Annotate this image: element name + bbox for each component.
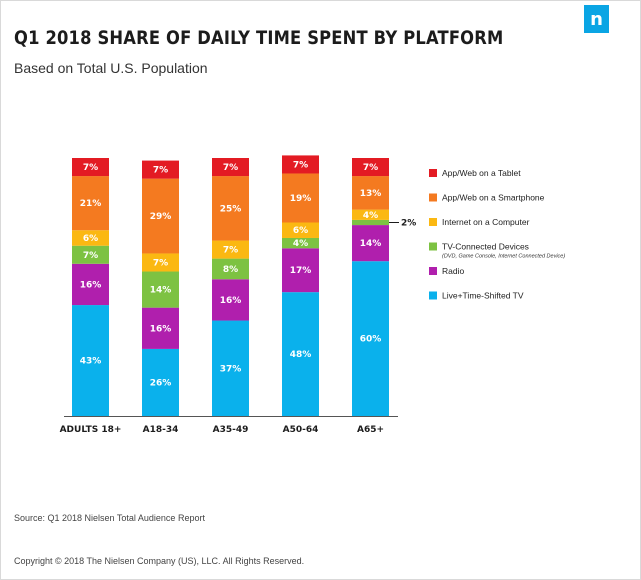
bar-value-label: 14% (150, 286, 172, 296)
bar-value-label: 8% (223, 265, 238, 275)
legend-swatch (429, 193, 437, 202)
legend-sublabel: (DVD, Game Console, Internet Connected D… (442, 254, 565, 260)
bar-0-5 (72, 158, 109, 177)
bar-value-label: 16% (150, 324, 172, 334)
legend-label: Live+Time-Shifted TV (442, 291, 524, 301)
bar-value-label: 7% (223, 246, 238, 256)
bar-value-label: 7% (293, 160, 308, 170)
bar-3-5 (282, 155, 319, 174)
category-label: A35-49 (213, 425, 249, 435)
bar-2-5 (212, 158, 249, 177)
bar-value-label: 37% (220, 364, 242, 374)
legend-swatch (429, 291, 437, 300)
bar-value-label: 7% (153, 258, 168, 268)
bar-value-label: 17% (290, 266, 312, 276)
bar-0-0 (72, 305, 109, 416)
category-label: A18-34 (143, 425, 179, 435)
legend-label: TV-Connected Devices (442, 242, 529, 252)
bar-value-label: 7% (153, 166, 168, 176)
bar-value-label: 7% (83, 163, 98, 173)
bar-0-4 (72, 176, 109, 231)
bar-value-label: 7% (363, 163, 378, 173)
category-label: A50-64 (283, 425, 319, 435)
bar-0-1 (72, 263, 109, 306)
bar-1-1 (142, 307, 179, 349)
bar-value-label: 29% (150, 212, 172, 222)
bar-value-label: 14% (360, 239, 382, 249)
category-label: A65+ (357, 425, 384, 435)
bar-2-1 (212, 279, 249, 321)
bar-4-1 (352, 225, 389, 262)
bar-4-3 (352, 209, 389, 220)
bar-3-0 (282, 292, 319, 416)
legend-label: App/Web on a Tablet (442, 168, 521, 178)
bar-value-label: 60% (360, 335, 382, 345)
page-subtitle: Based on Total U.S. Population (14, 60, 208, 76)
bar-value-label: 43% (80, 357, 102, 367)
bar-value-label: 4% (363, 211, 378, 221)
category-label: ADULTS 18+ (60, 425, 122, 435)
bar-4-5 (352, 158, 389, 177)
logo-text: n (590, 8, 603, 30)
bar-value-label: 7% (223, 163, 238, 173)
legend-label: Internet on a Computer (442, 217, 530, 227)
bar-2-0 (212, 320, 249, 416)
page-title: Q1 2018 SHARE OF DAILY TIME SPENT BY PLA… (14, 27, 504, 49)
bar-1-0 (142, 348, 179, 416)
bar-3-4 (282, 173, 319, 223)
bar-1-3 (142, 253, 179, 272)
bar-value-label: 19% (290, 194, 312, 204)
stacked-bar-chart: 43% 16% 7% 6% 21% 7% ADULTS 18+ 26% 16% 14% 7% 29% 7… (60, 155, 565, 435)
bar-value-label: 7% (83, 251, 98, 261)
bar-value-label: 13% (360, 189, 382, 199)
bar-2-3 (212, 240, 249, 259)
bar-1-2 (142, 271, 179, 308)
bar-value-label: 6% (83, 234, 98, 244)
source-note: Source: Q1 2018 Nielsen Total Audience R… (14, 513, 205, 523)
bar-value-label: 26% (150, 378, 172, 388)
legend-swatch (429, 218, 437, 226)
bar-3-2 (282, 237, 319, 249)
bar-1-4 (142, 178, 179, 254)
bar-0-3 (72, 230, 109, 246)
bar-3-1 (282, 248, 319, 293)
legend-label: App/Web on a Smartphone (442, 193, 545, 203)
bar-value-label: 16% (80, 280, 102, 290)
legend-swatch (429, 267, 437, 275)
bar-3-3 (282, 222, 319, 238)
nielsen-logo-icon: n (584, 5, 609, 33)
legend-swatch (429, 169, 437, 177)
bar-2-2 (212, 258, 249, 280)
bar-value-label: 16% (220, 296, 242, 306)
bar-value-label: 6% (293, 226, 308, 236)
callout-label: 2% (401, 219, 416, 229)
legend-label: Radio (442, 266, 464, 276)
bar-value-label: 21% (80, 199, 102, 209)
bar-0-2 (72, 245, 109, 264)
bar-4-0 (352, 261, 389, 416)
bar-value-label: 48% (290, 350, 312, 360)
legend-swatch (429, 242, 437, 251)
bar-value-label: 25% (220, 204, 242, 214)
bar-4-2 (352, 219, 389, 226)
copyright-note: Copyright © 2018 The Nielsen Company (US… (14, 556, 305, 566)
bar-value-label: 4% (293, 239, 308, 249)
bar-1-5 (142, 160, 179, 179)
bar-4-4 (352, 176, 389, 210)
bar-2-4 (212, 176, 249, 241)
